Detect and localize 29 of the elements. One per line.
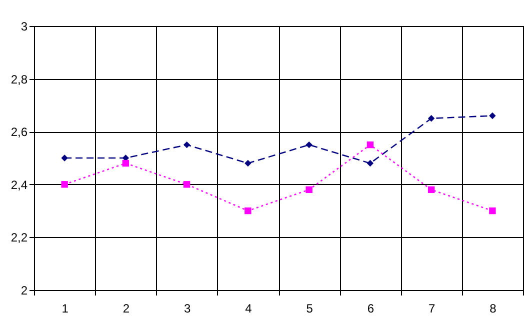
x-tick-label: 8 <box>490 302 497 316</box>
point <box>428 186 435 194</box>
point <box>489 207 496 214</box>
point <box>244 160 252 167</box>
y-tick-label: 2,2 <box>10 230 28 245</box>
x-tick-label: 6 <box>367 302 374 316</box>
point <box>306 186 312 194</box>
x-tick-label: 7 <box>428 302 436 316</box>
x-tick-label: 3 <box>184 302 191 316</box>
point <box>244 207 252 214</box>
x-tick-label: 1 <box>62 302 69 316</box>
x-tick-label: 4 <box>245 302 252 316</box>
point <box>306 141 312 148</box>
point <box>183 181 190 188</box>
y-tick-label: 2 <box>20 284 28 298</box>
point <box>489 112 496 120</box>
point <box>61 154 68 162</box>
point <box>122 160 130 167</box>
point <box>366 141 374 148</box>
y-tick-label: 3 <box>20 20 28 34</box>
x-tick-label: 5 <box>306 302 314 316</box>
point <box>428 115 435 122</box>
point <box>366 160 374 167</box>
y-tick-label: 2,8 <box>10 72 28 86</box>
point <box>61 181 68 188</box>
x-tick-label: 2 <box>122 302 130 316</box>
point <box>183 141 190 148</box>
y-tick-label: 2,4 <box>10 178 28 192</box>
y-tick-label: 2,6 <box>10 125 28 140</box>
